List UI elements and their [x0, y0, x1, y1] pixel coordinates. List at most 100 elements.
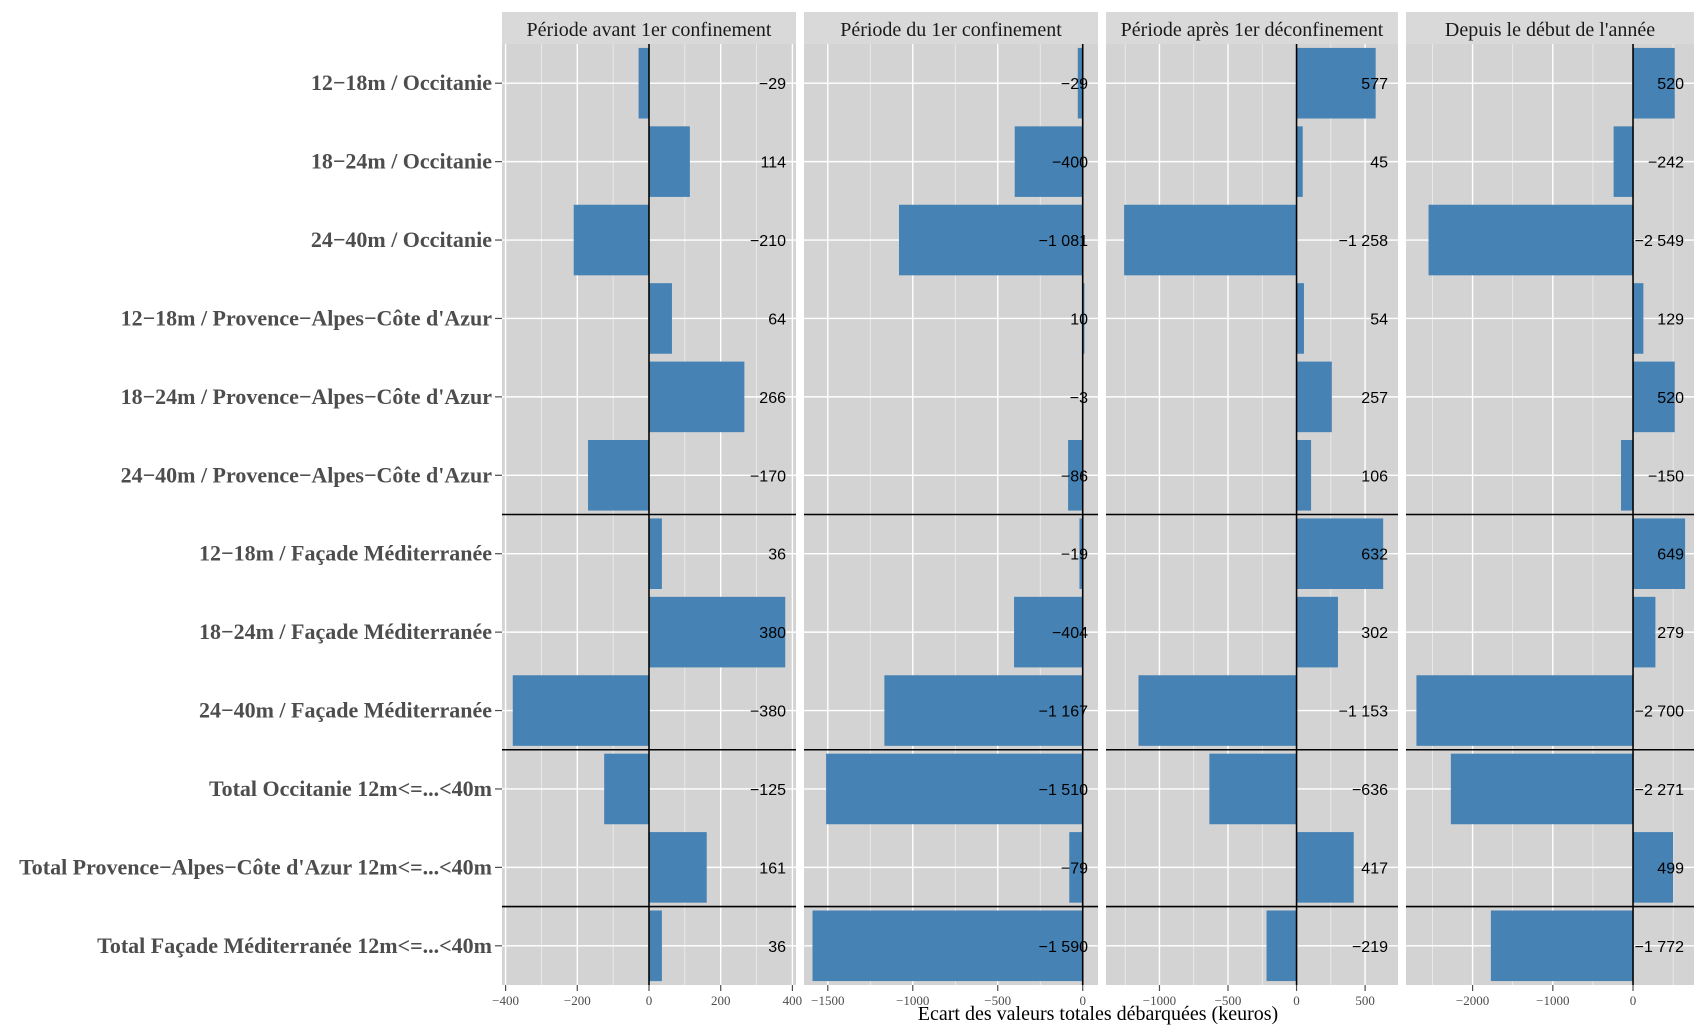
- bar: [1633, 518, 1686, 589]
- bar: [1633, 283, 1644, 354]
- bar: [1620, 440, 1634, 511]
- bar: [1296, 440, 1312, 511]
- category-label: 12−18m / Provence−Alpes−Côte d'Azur: [121, 305, 493, 330]
- category-label: 24−40m / Provence−Alpes−Côte d'Azur: [121, 462, 493, 487]
- value-label: −380: [750, 704, 786, 721]
- bar: [1082, 283, 1085, 354]
- value-label: 129: [1657, 311, 1684, 328]
- bar: [1633, 596, 1656, 668]
- value-label: 499: [1657, 860, 1684, 877]
- value-label: −404: [1052, 625, 1088, 642]
- panel-title: Période après 1er déconfinement: [1121, 19, 1384, 41]
- value-label: −125: [750, 782, 786, 799]
- value-label: 302: [1361, 625, 1388, 642]
- x-tick-label: −1000: [1143, 993, 1176, 1008]
- x-tick-label: 0: [646, 993, 653, 1008]
- bar: [1079, 518, 1083, 589]
- value-label: −150: [1648, 468, 1684, 485]
- value-label: 36: [768, 939, 786, 956]
- value-label: 520: [1657, 390, 1684, 407]
- value-label: −210: [750, 233, 786, 250]
- x-tick-label: 0: [1630, 993, 1637, 1008]
- value-label: −3: [1070, 390, 1088, 407]
- value-label: −79: [1061, 860, 1088, 877]
- x-tick-label: −1000: [896, 993, 929, 1008]
- bar: [1069, 832, 1083, 903]
- value-label: 577: [1361, 76, 1388, 93]
- bar: [649, 283, 672, 354]
- x-tick-label: −2000: [1456, 993, 1489, 1008]
- bar: [812, 910, 1083, 982]
- bar: [1209, 753, 1297, 825]
- x-axis-title: Ecart des valeurs totales débarquées (ke…: [918, 1003, 1278, 1025]
- bar: [1296, 47, 1376, 119]
- x-tick-label: −1000: [1536, 993, 1569, 1008]
- value-label: −242: [1648, 155, 1684, 172]
- panel-title: Période du 1er confinement: [840, 19, 1062, 41]
- panel-strip: [804, 12, 1098, 44]
- bar: [649, 910, 662, 982]
- bar: [1014, 126, 1083, 197]
- bar: [1296, 518, 1384, 589]
- value-label: 266: [759, 390, 786, 407]
- bar: [1138, 675, 1297, 746]
- bar: [1633, 832, 1674, 903]
- category-label: Total Façade Méditerranée 12m<=...<40m: [97, 933, 492, 958]
- bar: [573, 204, 649, 276]
- bar: [1296, 361, 1332, 433]
- x-tick-label: 0: [1079, 993, 1086, 1008]
- x-tick-label: −500: [1215, 993, 1242, 1008]
- value-label: 417: [1361, 860, 1388, 877]
- value-label: −2 549: [1635, 233, 1684, 250]
- bar: [1068, 440, 1083, 511]
- bar: [649, 832, 707, 903]
- bar: [1490, 910, 1634, 982]
- value-label: −29: [759, 76, 786, 93]
- value-label: −1 510: [1039, 782, 1088, 799]
- bar: [1266, 910, 1297, 982]
- bar: [1014, 596, 1083, 668]
- value-label: −2 700: [1635, 704, 1684, 721]
- value-label: −19: [1061, 547, 1088, 564]
- value-label: 161: [759, 860, 786, 877]
- value-label: −170: [750, 468, 786, 485]
- value-label: −636: [1352, 782, 1388, 799]
- panel-title: Depuis le début de l'année: [1445, 19, 1655, 41]
- x-tick-label: −200: [564, 993, 591, 1008]
- bar: [1450, 753, 1634, 825]
- bar: [604, 753, 649, 825]
- bar: [898, 204, 1083, 276]
- value-label: −1 153: [1339, 704, 1388, 721]
- bar: [1124, 204, 1297, 276]
- value-label: −1 258: [1339, 233, 1388, 250]
- value-label: −1 772: [1635, 939, 1684, 956]
- x-tick-label: −500: [984, 993, 1011, 1008]
- category-label: 18−24m / Provence−Alpes−Côte d'Azur: [121, 384, 493, 409]
- value-label: 45: [1370, 155, 1388, 172]
- bar: [1296, 126, 1303, 197]
- category-label: 24−40m / Façade Méditerranée: [199, 698, 492, 723]
- value-label: −1 590: [1039, 939, 1088, 956]
- bar: [649, 126, 690, 197]
- bar: [638, 47, 649, 119]
- bar: [1633, 47, 1675, 119]
- value-label: 520: [1657, 76, 1684, 93]
- category-label: 18−24m / Occitanie: [311, 149, 492, 174]
- value-label: −400: [1052, 155, 1088, 172]
- value-label: 10: [1070, 311, 1088, 328]
- bar: [826, 753, 1083, 825]
- bar: [1296, 596, 1338, 668]
- x-tick-label: 200: [711, 993, 731, 1008]
- category-label: 24−40m / Occitanie: [311, 227, 492, 252]
- panel-strip: [1106, 12, 1398, 44]
- bar: [1613, 126, 1634, 197]
- value-label: −2 271: [1635, 782, 1684, 799]
- bar: [1296, 283, 1304, 354]
- value-label: 380: [759, 625, 786, 642]
- bar: [884, 675, 1083, 746]
- value-label: 632: [1361, 547, 1388, 564]
- value-label: 36: [768, 547, 786, 564]
- value-label: −1 167: [1039, 704, 1088, 721]
- x-tick-label: 400: [783, 993, 803, 1008]
